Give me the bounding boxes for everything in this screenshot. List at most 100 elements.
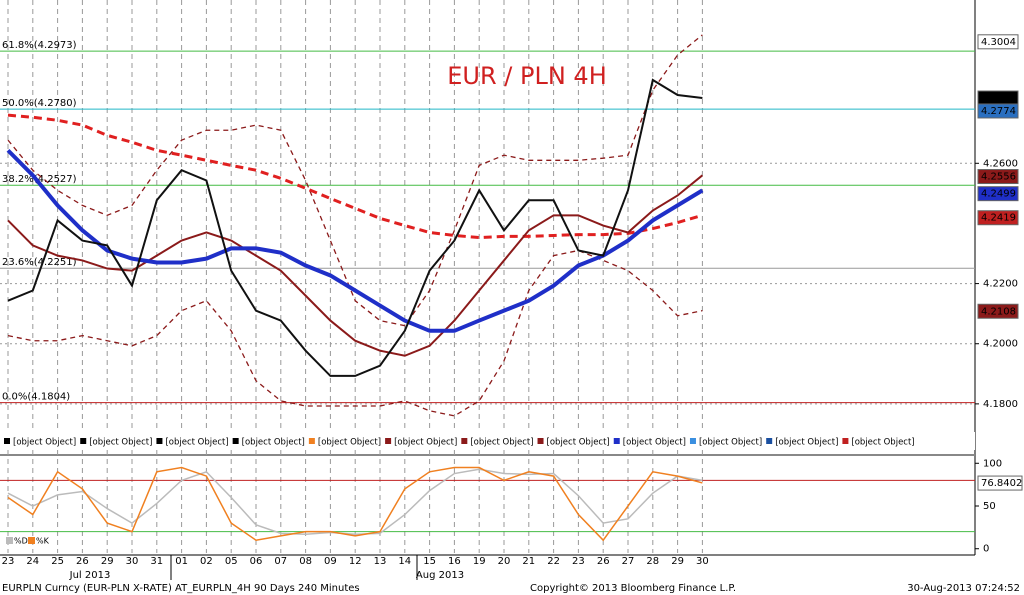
x-tick-label: 30	[696, 556, 709, 567]
x-tick-label: 14	[398, 556, 411, 567]
x-tick-label: 08	[299, 556, 312, 567]
series-line	[7, 468, 703, 535]
y-tick-label: 4.2000	[983, 339, 1018, 350]
legend-label: [object Object]	[89, 438, 152, 448]
legend-swatch	[842, 438, 849, 444]
series-line	[7, 34, 703, 327]
price-flag	[977, 303, 1019, 319]
series-line	[7, 174, 704, 357]
legend-label: [object Object]	[775, 438, 838, 448]
x-tick-label: 01	[175, 556, 188, 567]
price-flag-label: 4.2499	[981, 189, 1016, 200]
x-tick-label: 23	[2, 556, 15, 567]
x-tick-label: 02	[200, 556, 213, 567]
price-flag	[977, 34, 1019, 50]
fib-label: 61.8%(4.2973)	[2, 40, 77, 51]
legend-label: [object Object]	[699, 438, 762, 448]
legend-label: [object Object]	[547, 438, 610, 448]
legend-swatch	[385, 438, 392, 444]
fib-label: 50.0%(4.2780)	[2, 98, 77, 109]
legend-swatch	[537, 438, 544, 444]
fib-label: 23.6%(4.2251)	[2, 257, 77, 268]
x-tick-label: 25	[51, 556, 64, 567]
legend-label: %D	[14, 537, 28, 546]
x-tick-label: 26	[76, 556, 89, 567]
x-tick-label: 13	[374, 556, 387, 567]
x-tick-label: 22	[547, 556, 560, 567]
legend-label: [object Object]	[13, 438, 76, 448]
x-tick-label: 09	[324, 556, 337, 567]
series-line	[7, 466, 703, 542]
legend-swatch	[689, 438, 696, 444]
y-tick-label: 4.2600	[983, 158, 1018, 169]
x-tick-label: 15	[423, 556, 436, 567]
legend-label: [object Object]	[318, 438, 381, 448]
x-tick-label: 12	[349, 556, 362, 567]
legend-swatch	[28, 537, 35, 544]
y-tick-label: 0	[983, 544, 989, 555]
x-tick-label: 19	[473, 556, 486, 567]
x-tick-label: 21	[522, 556, 535, 567]
month-label: Jul 2013	[69, 570, 111, 581]
price-flag-label: 4.2108	[981, 306, 1016, 317]
series-line	[6, 148, 704, 333]
legend-bar	[0, 432, 975, 450]
x-tick-label: 31	[150, 556, 163, 567]
price-flag-label: 4.2817	[981, 93, 1016, 104]
price-flag-label: 4.2774	[981, 106, 1016, 117]
y-tick-label: 4.1800	[983, 399, 1018, 410]
x-tick-label: 20	[498, 556, 511, 567]
fib-label: 38.2%(4.2527)	[2, 174, 77, 185]
legend-swatch	[80, 438, 87, 444]
legend-swatch	[613, 438, 620, 444]
x-tick-label: 28	[646, 556, 659, 567]
legend-swatch	[156, 438, 163, 444]
x-tick-label: 29	[671, 556, 684, 567]
value-flag	[977, 475, 1023, 491]
legend-label: %K	[36, 537, 50, 546]
price-flag-label: 4.2556	[981, 172, 1016, 183]
fib-label: 0.0%(4.1804)	[2, 392, 70, 403]
footer-left: EURPLN Curncy (EUR-PLN X-RATE) AT_EURPLN…	[2, 583, 360, 594]
x-tick-label: 06	[250, 556, 263, 567]
legend-label: [object Object]	[623, 438, 686, 448]
y-tick-label: 4.2200	[983, 279, 1018, 290]
legend-swatch	[461, 438, 468, 444]
legend-swatch	[6, 537, 13, 544]
x-tick-label: 29	[101, 556, 114, 567]
chart-title: EUR / PLN 4H	[447, 62, 607, 90]
legend-label: [object Object]	[165, 438, 228, 448]
price-flag	[977, 186, 1019, 202]
x-tick-label: 05	[225, 556, 238, 567]
legend-swatch	[232, 438, 239, 444]
x-tick-label: 27	[622, 556, 635, 567]
month-label: Aug 2013	[416, 570, 464, 581]
x-tick-label: 26	[597, 556, 610, 567]
price-flag	[977, 210, 1019, 226]
series-line	[7, 78, 703, 377]
price-flag-label: 4.3004	[981, 37, 1016, 48]
footer-right: 30-Aug-2013 07:24:52	[907, 583, 1020, 594]
y-tick-label: 100	[983, 458, 1002, 469]
legend-label: [object Object]	[470, 438, 533, 448]
legend-swatch	[766, 438, 773, 444]
series-line	[7, 249, 703, 417]
price-flag-label: 4.2419	[981, 213, 1016, 224]
legend-label: [object Object]	[242, 438, 305, 448]
x-tick-label: 07	[274, 556, 287, 567]
y-tick-label: 50	[983, 501, 996, 512]
x-tick-label: 24	[26, 556, 39, 567]
legend-swatch	[308, 438, 315, 444]
x-tick-label: 16	[448, 556, 461, 567]
legend-label: [object Object]	[394, 438, 457, 448]
legend-swatch	[4, 438, 10, 444]
x-tick-label: 23	[572, 556, 585, 567]
footer-center: Copyright© 2013 Bloomberg Finance L.P.	[530, 583, 736, 594]
series-line	[7, 113, 703, 240]
value-flag-label: 76.8402	[981, 478, 1022, 489]
legend-label: [object Object]	[851, 438, 914, 448]
x-tick-label: 30	[126, 556, 139, 567]
price-flag	[977, 103, 1019, 119]
